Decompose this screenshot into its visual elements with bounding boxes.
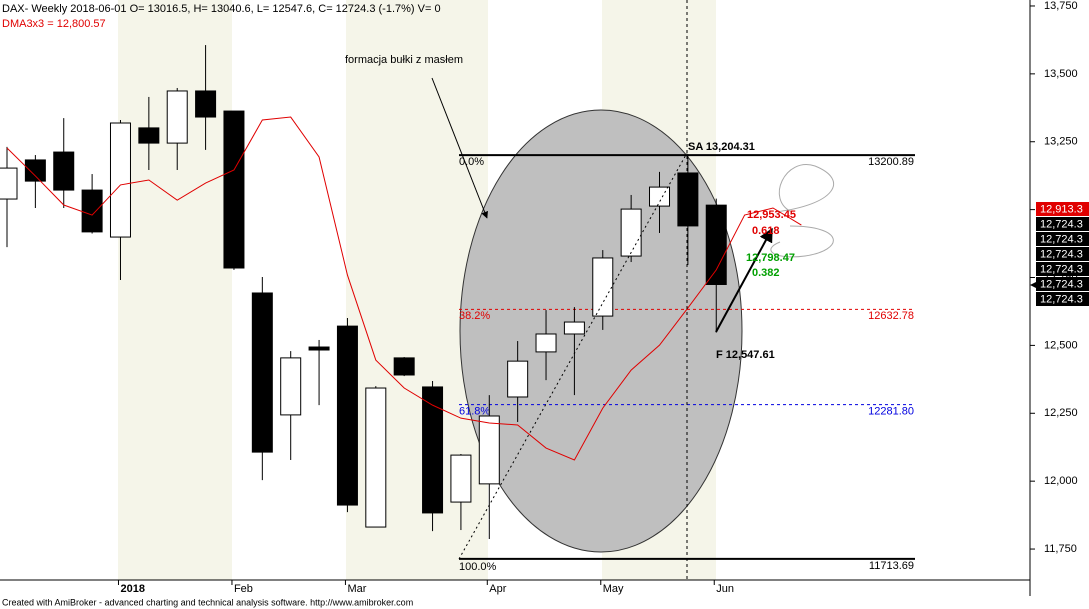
- fib-percent: 0.0%: [459, 156, 484, 168]
- footer: Created with AmiBroker - advanced charti…: [2, 597, 413, 607]
- fib-percent: 61.8%: [459, 406, 490, 418]
- candle-body: [507, 360, 529, 398]
- candle-body: [705, 204, 727, 285]
- month-band: [118, 0, 232, 580]
- x-tick-label: Mar: [347, 583, 366, 595]
- candle-body: [365, 387, 387, 528]
- annotations: formacja bułki z masłem SA 13,204.31 F 1…: [2, 0, 835, 580]
- annotation: 0.382: [752, 267, 780, 279]
- projection-arrow: [715, 227, 773, 333]
- annotation: SA 13,204.31: [688, 141, 755, 153]
- candle-body: [109, 122, 131, 238]
- fib-percent: 38.2%: [459, 310, 490, 322]
- fib-value: 11713.69: [869, 560, 914, 572]
- price-label-bg: [1036, 217, 1089, 231]
- x-tick-label: Apr: [489, 583, 506, 595]
- candle-body: [450, 454, 472, 503]
- annotation: F 12,547.61: [716, 349, 775, 361]
- candle-body: [336, 325, 358, 506]
- price-label-bg: [1036, 277, 1089, 291]
- price-label-bg: [1036, 232, 1089, 246]
- plot: [0, 45, 802, 539]
- x-tick-label: 2018: [120, 583, 144, 595]
- candle-body: [251, 292, 273, 453]
- fib-value: 12632.78: [868, 310, 914, 322]
- fib-value: 12281.80: [868, 406, 914, 418]
- pointer-arrow: [431, 77, 488, 219]
- loop: [774, 164, 835, 213]
- candle-body: [422, 386, 444, 514]
- highlight-ellipse: [459, 109, 743, 553]
- candle-body: [308, 346, 330, 351]
- candle-body: [166, 90, 188, 144]
- candle-body: [280, 357, 302, 416]
- y-tick-label: 12,000: [1044, 475, 1078, 487]
- axis-bg: [0, 580, 1030, 609]
- candle-body: [563, 321, 585, 335]
- price-label: 12,724.3: [1040, 293, 1083, 305]
- candle-body: [478, 415, 500, 485]
- candle-body: [53, 151, 75, 191]
- legend-entry: DMA3x3 = 12,800.57: [2, 18, 106, 30]
- y-tick-label: 13,250: [1044, 136, 1078, 148]
- y-tick-label: 12,250: [1044, 407, 1078, 419]
- y-tick-label: 13,750: [1044, 0, 1078, 12]
- fib-value: 13200.89: [868, 156, 914, 168]
- candle-body: [24, 159, 46, 182]
- x-tick-label: Jun: [716, 583, 734, 595]
- price-label: 12,913.3: [1040, 203, 1083, 215]
- moving-average: [6, 116, 802, 461]
- candle-body: [393, 357, 415, 376]
- candle-body: [649, 186, 671, 207]
- annotation: 12,798.47: [746, 252, 795, 264]
- candle-body: [620, 208, 642, 257]
- candle-body: [592, 257, 614, 317]
- price-label: 12,724.3: [1040, 233, 1083, 245]
- annotation: 0.618: [752, 225, 780, 237]
- price-label: 12,724.3: [1040, 248, 1083, 260]
- price-label-bg: [1036, 262, 1089, 276]
- price-label-bg: [1036, 247, 1089, 261]
- candle-body: [81, 189, 103, 233]
- y-tick-label: 11,750: [1044, 543, 1077, 555]
- price-label-bg: [1036, 202, 1089, 216]
- price-label: 12,724.3: [1040, 263, 1083, 275]
- x-tick-label: Feb: [234, 583, 253, 595]
- x-tick-label: May: [603, 583, 624, 595]
- chart-title: DAX- Weekly 2018-06-01 O= 13016.5, H= 13…: [2, 3, 441, 15]
- candle-body: [138, 127, 160, 144]
- candle-body: [677, 172, 699, 227]
- annotation: 12,953.45: [747, 209, 796, 221]
- y-tick-label: 12,500: [1044, 339, 1078, 351]
- price-label: 12,724.3: [1040, 218, 1083, 230]
- loop: [770, 225, 834, 258]
- candle-body: [0, 167, 18, 200]
- candle-body: [195, 90, 217, 118]
- price-label: 12,724.3: [1040, 278, 1083, 290]
- fib-percent: 100.0%: [459, 561, 497, 573]
- candle-body: [223, 110, 245, 269]
- y-tick-label: 13,500: [1044, 68, 1078, 80]
- candle-body: [535, 333, 557, 353]
- price-label-bg: [1036, 292, 1089, 306]
- annotation: formacja bułki z masłem: [345, 54, 463, 66]
